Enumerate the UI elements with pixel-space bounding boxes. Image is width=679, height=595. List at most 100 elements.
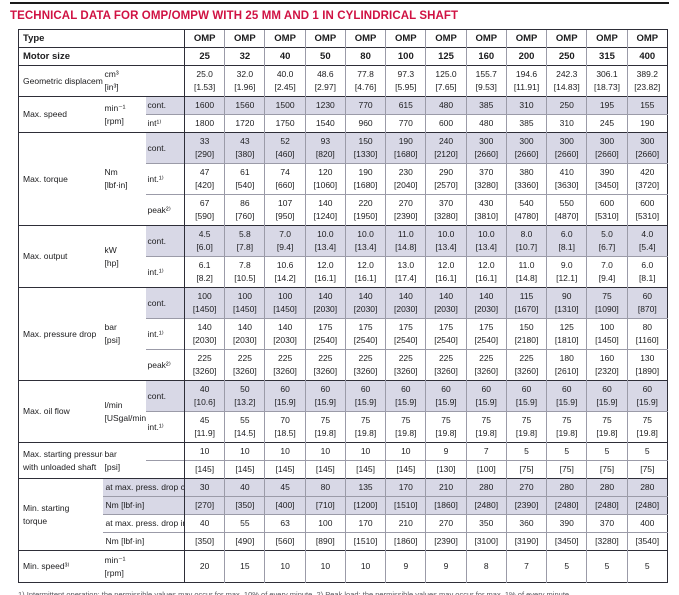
value-cell: 140 [2030] [344, 287, 386, 319]
motor-size-value-cell: 40 [264, 47, 306, 66]
value-cell: 385 [465, 96, 507, 115]
value-cell: 1800 [184, 114, 225, 133]
value-cell: 10 [385, 442, 426, 461]
condition-label: int¹⁾ [145, 114, 185, 133]
value-cell: 1500 [264, 96, 306, 115]
type-value-cell: OMP [505, 29, 547, 48]
value-cell: 70 [18.5] [264, 411, 306, 443]
value-cell: 120 [1060] [304, 163, 346, 195]
value-cell: 75 [19.8] [546, 411, 587, 443]
motor-size-value-cell: 160 [465, 47, 507, 66]
value-cell: 9.0 [12.1] [546, 256, 587, 288]
value-cell: 55 [224, 514, 265, 533]
value-cell: 190 [1680] [385, 132, 426, 164]
value-cell: 10 [264, 442, 306, 461]
value-cell: [2390] [425, 532, 467, 551]
type-value-cell: OMP [184, 29, 225, 48]
motor-size-value-cell: 400 [626, 47, 668, 66]
value-cell: 140 [2030] [264, 318, 306, 350]
value-cell: 5 [505, 442, 547, 461]
value-cell: 60 [15.9] [385, 380, 426, 412]
condition-label: cont. [145, 225, 185, 257]
value-cell: 170 [344, 514, 386, 533]
value-cell: [3190] [505, 532, 547, 551]
value-cell: 7 [465, 442, 507, 461]
value-cell: 12.0 [16.1] [304, 256, 346, 288]
value-cell: 5 [546, 550, 587, 583]
value-cell: 10.0 [13.4] [304, 225, 346, 257]
value-cell: 389.2 [23.82] [626, 65, 668, 97]
value-cell: 770 [385, 114, 426, 133]
value-cell: [75] [505, 460, 547, 479]
value-cell: 75 [19.8] [626, 411, 668, 443]
value-cell: 306.1 [18.73] [586, 65, 628, 97]
value-cell: 33 [290] [184, 132, 225, 164]
value-cell: [2480] [465, 496, 507, 515]
value-cell: 75 [1090] [586, 287, 628, 319]
value-cell: 10 [344, 442, 386, 461]
value-cell: [145] [385, 460, 426, 479]
value-cell: 75 [19.8] [304, 411, 346, 443]
value-cell: 140 [2030] [304, 287, 346, 319]
value-cell: 10 [304, 442, 346, 461]
value-cell: 245 [586, 114, 628, 133]
type-value-cell: OMP [546, 29, 587, 48]
table-row: peak²⁾ 225 [3260] 225 [3260] 225 [3260] 225 [326… [19, 349, 668, 381]
value-cell: 40.0 [2.45] [264, 65, 306, 97]
value-cell: [1510] [385, 496, 426, 515]
table-row: int.¹⁾ 140 [2030] 140 [2030] 140 [2030] 175 [254… [19, 318, 668, 350]
value-cell: 180 [2610] [546, 349, 587, 381]
value-cell: 1750 [264, 114, 306, 133]
value-cell: 60 [15.9] [626, 380, 668, 412]
footnote-text: 1) Intermittent operation: the permissib… [18, 590, 572, 595]
value-cell: 175 [2540] [304, 318, 346, 350]
value-cell: 8.0 [10.7] [505, 225, 547, 257]
value-cell: 45 [264, 478, 306, 497]
geometric-displacement-unit: cm³ [in³] [102, 65, 146, 97]
value-cell: 1230 [304, 96, 346, 115]
value-cell: 11.0 [14.8] [505, 256, 547, 288]
value-cell: 150 [2180] [505, 318, 547, 350]
value-cell: [145] [184, 460, 225, 479]
table-row: Max. starting pressure with unloaded shaf… [18, 442, 668, 479]
value-cell: 52 [460] [264, 132, 306, 164]
value-cell: 1560 [224, 96, 265, 115]
table-row: Max. output kW [hp] cont. 4.5 [6.0] 5.8 [7.8] 7.… [18, 225, 668, 288]
table-row: int.¹⁾ 45 [11.9] 55 [14.5] 70 [18.5] 75 [19.8] 75… [19, 411, 668, 443]
value-cell: 75 [19.8] [385, 411, 426, 443]
value-cell: 30 [184, 478, 225, 497]
value-cell: 47 [420] [184, 163, 225, 195]
value-cell: 45 [11.9] [184, 411, 225, 443]
motor-size-value-cell: 80 [344, 47, 386, 66]
value-cell: 390 [546, 514, 587, 533]
value-cell: 10 [184, 442, 225, 461]
value-cell: 540 [4780] [505, 194, 547, 226]
max-output-unit: kW [hp] [102, 225, 146, 288]
value-cell: 125 [1810] [546, 318, 587, 350]
value-cell: 63 [264, 514, 306, 533]
value-cell: 225 [3260] [304, 349, 346, 381]
value-cell: 60 [870] [626, 287, 668, 319]
value-cell: 86 [760] [224, 194, 265, 226]
value-cell: 7.8 [10.5] [224, 256, 265, 288]
value-cell: 40 [184, 514, 225, 533]
value-cell: 480 [465, 114, 507, 133]
value-cell: [560] [264, 532, 306, 551]
value-cell: 270 [2390] [385, 194, 426, 226]
value-cell: 370 [586, 514, 628, 533]
value-cell: 300 [2660] [505, 132, 547, 164]
value-cell: 250 [546, 96, 587, 115]
table-row: [145] [145] [145] [145] [145] [145] [130] [100]… [19, 460, 668, 479]
value-cell: 300 [2660] [626, 132, 668, 164]
value-cell: 75 [19.8] [344, 411, 386, 443]
table-row: Min. starting torque at max. press. drop c… [18, 478, 668, 551]
table-row: peak²⁾ 67 [590] 86 [760] 107 [950] 140 [1240] 220… [19, 194, 668, 226]
motor-size-value-cell: 32 [224, 47, 265, 66]
value-cell: 5 [626, 442, 668, 461]
min-starting-torque-label: Min. starting torque [18, 478, 103, 551]
max-torque-unit: Nm [lbf·in] [102, 132, 146, 226]
value-cell: [75] [586, 460, 628, 479]
value-cell: [350] [184, 532, 225, 551]
table-row: int.¹⁾ 6.1 [8.2] 7.8 [10.5] 10.6 [14.2] 12.0 [16… [19, 256, 668, 288]
condition-label [145, 442, 185, 461]
